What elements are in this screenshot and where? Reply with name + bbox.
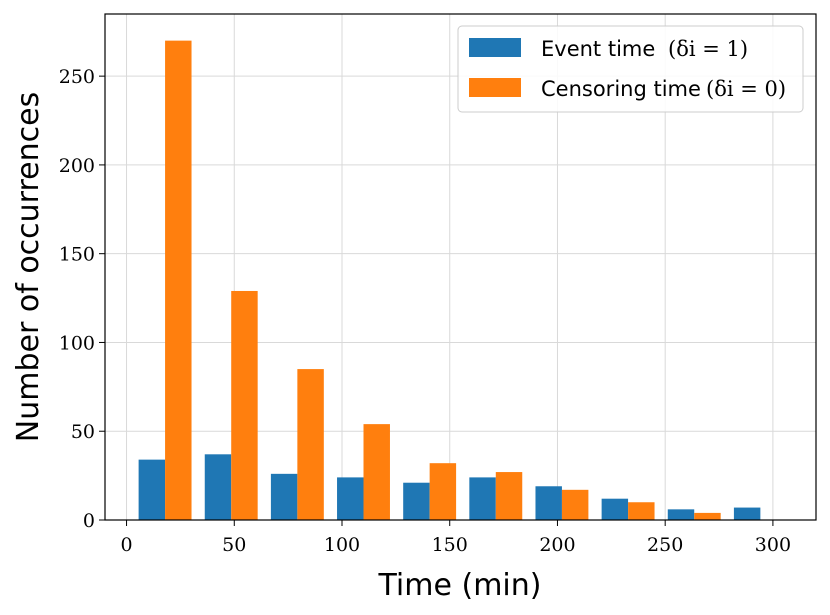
- x-tick-label: 0: [120, 534, 132, 556]
- bar-censoring: [561, 489, 589, 520]
- legend-frame: [457, 25, 804, 113]
- axes-layer: [104, 13, 817, 521]
- legend-label-event: Event time: [541, 37, 655, 61]
- bar-censoring: [165, 40, 192, 520]
- bar-censoring: [429, 463, 457, 520]
- bar-event: [535, 486, 562, 520]
- y-axis-label: Number of occurrences: [11, 92, 46, 442]
- legend-swatch-event: [469, 38, 521, 57]
- bar-event: [138, 459, 166, 520]
- x-axis-label: Time (min): [378, 568, 542, 603]
- bar-censoring: [363, 424, 390, 520]
- legend-swatch-censoring: [469, 78, 521, 97]
- legend-math-event: (δi = 1): [668, 37, 748, 61]
- x-tick-label: 150: [432, 534, 468, 556]
- bars-layer: [138, 40, 761, 520]
- y-tick-label: 0: [83, 510, 95, 532]
- bar-censoring: [495, 472, 523, 520]
- bar-event: [270, 473, 298, 520]
- y-tick-label: 100: [59, 332, 95, 354]
- y-tick-label: 50: [71, 421, 95, 443]
- x-tick-label: 250: [647, 534, 683, 556]
- legend-label-censoring: Censoring time: [541, 77, 701, 101]
- bar-censoring: [297, 369, 324, 520]
- y-tick-label: 200: [59, 155, 95, 177]
- plot-frame: [104, 13, 817, 521]
- bar-event: [403, 482, 430, 520]
- y-tick-label: 250: [59, 66, 95, 88]
- legend-math-censoring: (δi = 0): [706, 77, 786, 101]
- bar-censoring: [628, 502, 655, 520]
- x-tick-label: 200: [539, 534, 575, 556]
- x-tick-label: 50: [222, 534, 246, 556]
- bar-event: [667, 509, 695, 520]
- bar-event: [601, 498, 629, 520]
- legend: Event time (δi = 1) Censoring time (δi =…: [457, 25, 804, 113]
- x-tick-label: 100: [324, 534, 360, 556]
- bar-censoring: [694, 512, 721, 520]
- bar-event: [337, 477, 364, 520]
- x-tick-label: 300: [755, 534, 791, 556]
- bar-event: [733, 507, 761, 520]
- bar-event: [204, 454, 232, 520]
- ticks-layer: 0 50 100 150 200 250 300 0 50 100 150 200 250: [59, 66, 791, 556]
- y-tick-label: 150: [59, 244, 95, 266]
- bar-event: [469, 477, 496, 520]
- bar-censoring: [231, 290, 258, 520]
